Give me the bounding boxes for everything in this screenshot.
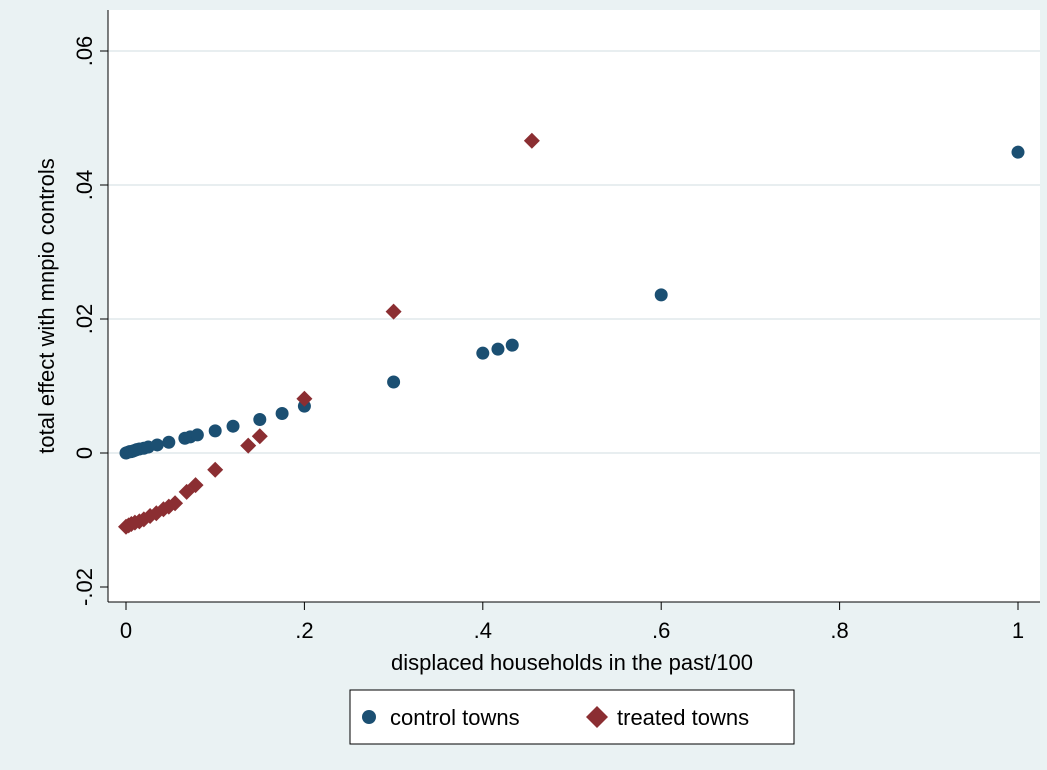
point-treated-towns <box>167 495 184 512</box>
point-control-towns <box>253 413 267 426</box>
legend-box <box>349 689 795 745</box>
plot-area <box>108 10 1040 602</box>
point-treated-towns <box>240 437 257 454</box>
y-axis-title: total effect with mnpio controls <box>34 158 59 454</box>
point-treated-towns <box>207 461 224 478</box>
point-control-towns <box>476 346 490 360</box>
legend-marker-control-towns <box>362 710 376 724</box>
point-control-towns <box>1011 145 1025 159</box>
point-control-towns <box>491 342 505 356</box>
point-treated-towns <box>296 390 313 407</box>
y-tick-label: .04 <box>72 170 97 201</box>
x-tick-label: 0 <box>120 618 132 643</box>
point-control-towns <box>162 435 176 449</box>
y-tick-label: .02 <box>72 304 97 335</box>
x-tick-label: .8 <box>830 618 848 643</box>
y-tick-label: .06 <box>72 36 97 67</box>
point-treated-towns <box>385 303 402 320</box>
legend-label-control-towns: control towns <box>390 705 520 730</box>
point-control-towns <box>190 428 204 442</box>
point-control-towns <box>275 406 289 420</box>
point-treated-towns <box>251 428 268 445</box>
x-tick-label: .4 <box>474 618 492 643</box>
x-axis-ticks: 0 .2 .4 .6 .8 1 <box>120 602 1024 643</box>
point-control-towns <box>387 375 401 389</box>
point-control-towns <box>150 438 164 452</box>
legend-marker-treated-towns <box>586 706 608 728</box>
x-tick-label: .6 <box>652 618 670 643</box>
point-treated-towns <box>187 477 204 494</box>
y-tick-label: -.02 <box>72 568 97 606</box>
point-control-towns <box>654 288 668 302</box>
point-control-towns <box>208 424 222 438</box>
x-tick-label: 1 <box>1012 618 1024 643</box>
legend: control towns treated towns <box>349 689 795 745</box>
point-treated-towns <box>523 132 540 149</box>
point-control-towns <box>505 338 519 352</box>
data-points <box>118 132 1025 535</box>
legend-label-treated-towns: treated towns <box>617 705 749 730</box>
y-axis-ticks: -.02 0 .02 .04 .06 <box>72 36 108 606</box>
gridlines <box>108 50 1040 454</box>
y-tick-label: 0 <box>72 447 97 459</box>
point-control-towns <box>226 419 240 433</box>
x-tick-label: .2 <box>295 618 313 643</box>
x-axis-title: displaced households in the past/100 <box>391 650 753 675</box>
